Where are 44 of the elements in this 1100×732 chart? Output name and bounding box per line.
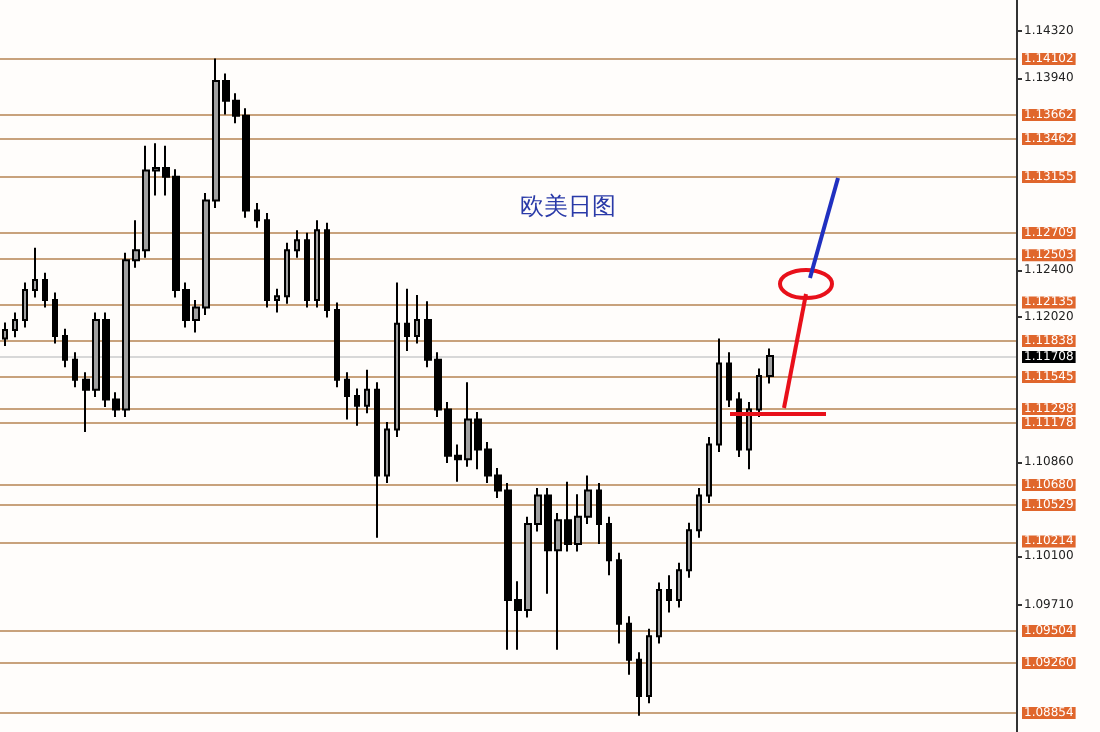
candlestick [404, 287, 410, 353]
candlestick [616, 551, 622, 645]
candlestick [686, 521, 692, 579]
candlestick [52, 291, 58, 345]
candlestick [706, 435, 712, 504]
candlestick [726, 351, 732, 409]
candlestick [756, 367, 762, 419]
candlestick [12, 311, 18, 339]
candlestick [746, 401, 752, 471]
candlestick [72, 351, 78, 389]
candlestick [394, 281, 400, 438]
candlestick [324, 221, 330, 319]
candlestick [274, 287, 280, 314]
candlestick [656, 581, 662, 645]
candlestick [384, 421, 390, 485]
candlestick [284, 241, 290, 305]
candlestick [62, 327, 68, 369]
candlestick [666, 574, 672, 614]
text: 欧美日图 [520, 192, 616, 220]
candlestick [716, 337, 722, 453]
candlestick [696, 487, 702, 539]
candlestick [254, 201, 260, 229]
candlestick [2, 321, 8, 348]
candlestick [676, 561, 682, 609]
candlestick [32, 246, 38, 299]
candlestick [334, 301, 340, 389]
candlestick [354, 387, 360, 427]
candlestick [344, 371, 350, 421]
candlestick [42, 271, 48, 309]
candlestick [414, 294, 420, 345]
candlestick [314, 219, 320, 309]
candlestick [596, 482, 602, 546]
candlestick [294, 229, 300, 259]
candlestick [766, 347, 774, 385]
candlestick [646, 627, 652, 705]
candlestick [304, 231, 310, 309]
candlestick [374, 381, 380, 539]
candlestick [626, 615, 632, 676]
candlestick [736, 391, 742, 458]
candlestick [636, 651, 642, 717]
candlestick [264, 211, 270, 309]
candlestick [364, 368, 370, 415]
candlestick [606, 515, 612, 577]
candlestick [22, 281, 28, 329]
